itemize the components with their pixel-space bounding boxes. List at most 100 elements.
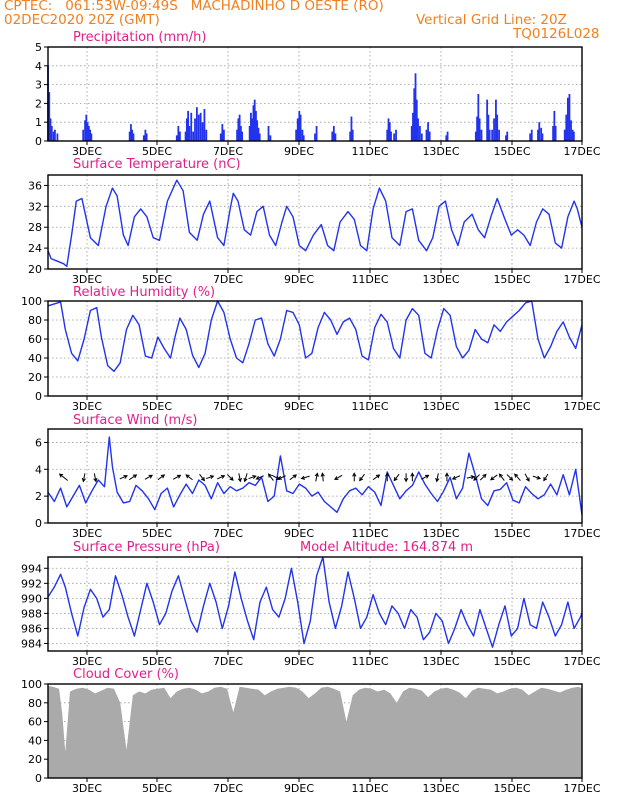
wind-arrow-head: [314, 472, 319, 477]
wind-arrow: [334, 474, 343, 480]
x-tick-label: 13DEC: [422, 782, 459, 795]
precip-bar: [190, 112, 193, 141]
precip-bar: [295, 129, 298, 141]
precip-bar: [419, 125, 421, 141]
wind-arrow-head: [252, 475, 257, 480]
wind-arrow-shaft: [393, 473, 400, 481]
precip-bar: [393, 133, 396, 141]
wind-arrow-head: [176, 474, 182, 479]
precip-bar: [184, 131, 187, 141]
precip-bar: [85, 114, 88, 141]
x-tick-label: 11DEC: [351, 145, 388, 158]
model-altitude: Model Altitude: 164.874 m: [300, 540, 473, 555]
wind-arrow: [372, 474, 381, 481]
precip-bar: [250, 112, 252, 141]
wind-arrow: [237, 473, 242, 483]
precip-bar: [496, 114, 499, 141]
precip-bar: [538, 122, 541, 141]
panel-5: 984 986 988 990 992 994 3DEC 5DEC 7DEC 9DEC 11DEC 1…: [21, 540, 601, 668]
wind-arrow-shaft: [144, 474, 153, 480]
wind-arrow: [314, 472, 319, 482]
precip-bar: [237, 118, 240, 141]
wind-arrow: [216, 474, 226, 480]
wind-arrow-head: [229, 476, 234, 481]
y-tick-label: 60: [28, 716, 42, 729]
precip-bar: [130, 124, 132, 141]
wind-arrow-shaft: [119, 475, 128, 480]
x-tick-label: 3DEC: [72, 527, 102, 540]
panel-title: Surface Pressure (hPa): [73, 540, 220, 555]
panel-frame: [47, 174, 583, 270]
wind-arrow-shaft: [238, 473, 241, 482]
x-tick-label: 5DEC: [142, 145, 172, 158]
precip-bar: [131, 129, 134, 141]
precip-bar: [315, 125, 318, 141]
x-tick-label: 13DEC: [422, 273, 459, 286]
header-location: CPTEC: 061:53W-09:49S MACHADINHO D OESTE…: [4, 0, 384, 14]
y-tick-label: 28: [28, 221, 42, 234]
x-tick-label: 17DEC: [563, 655, 600, 668]
wind-arrow-head: [473, 476, 478, 481]
wind-arrow-shaft: [172, 474, 181, 480]
precip-bar: [493, 118, 495, 141]
header-model-code: TQ0126L028: [513, 26, 600, 42]
wind-arrow: [524, 473, 530, 482]
wind-arrow: [498, 473, 505, 481]
precip-bar: [192, 131, 195, 141]
precip-bar: [52, 131, 55, 141]
precip-bar: [267, 125, 270, 141]
wind-arrow: [421, 474, 430, 480]
wind-arrow-head: [385, 472, 390, 477]
precip-bar: [387, 118, 390, 141]
y-tick-label: 984: [21, 637, 42, 650]
panel-frame: [47, 428, 583, 524]
precip-bar: [425, 129, 428, 141]
precip-bar: [395, 129, 397, 141]
precip-bar: [199, 112, 202, 141]
wind-arrow: [490, 474, 498, 481]
wind-arrow-shaft: [278, 475, 286, 480]
precip-bar: [478, 118, 481, 141]
precip-bar: [128, 131, 131, 141]
wind-arrow-shaft: [372, 474, 380, 481]
y-tick-label: 100: [21, 295, 42, 308]
precip-bar: [553, 110, 556, 141]
header-grid-line: Vertical Grid Line: 20Z: [416, 12, 567, 28]
y-tick-label: 36: [28, 179, 42, 192]
precip-bar: [82, 129, 85, 141]
precip-bar: [412, 112, 414, 141]
y-tick-label: 3: [35, 79, 42, 92]
wind-arrow: [532, 475, 542, 480]
y-tick-label: 20: [28, 753, 42, 766]
wind-arrow: [227, 474, 234, 481]
precip-bar: [86, 122, 89, 141]
series-line: [47, 436, 583, 515]
wind-arrow: [119, 474, 128, 480]
wind-arrow-shaft: [532, 475, 541, 480]
wind-arrow-shaft: [334, 474, 343, 480]
precip-bar: [541, 133, 544, 141]
wind-arrow-head: [255, 475, 260, 480]
wind-arrow-head: [277, 475, 282, 480]
precip-bar: [571, 129, 574, 141]
precip-bar: [179, 131, 181, 141]
precip-bar: [54, 129, 56, 141]
wind-arrow-shaft: [436, 473, 439, 482]
wind-arrow: [473, 474, 480, 481]
wind-arrow-shaft: [216, 475, 225, 480]
precip-bar: [351, 129, 354, 141]
x-tick-label: 9DEC: [284, 145, 314, 158]
wind-arrow: [206, 475, 215, 480]
precip-bar: [258, 133, 261, 141]
wind-arrow-shaft: [93, 473, 97, 482]
wind-arrow: [444, 472, 450, 482]
wind-arrow: [403, 473, 409, 483]
x-tick-label: 7DEC: [213, 400, 243, 413]
wind-arrow-head: [334, 476, 339, 480]
wind-arrow-head: [123, 474, 128, 479]
precip-bar: [132, 133, 135, 141]
panel-title: Surface Temperature (nC): [73, 157, 241, 172]
x-tick-label: 13DEC: [422, 145, 459, 158]
precip-bar: [428, 131, 431, 141]
wind-arrow-head: [403, 478, 409, 483]
